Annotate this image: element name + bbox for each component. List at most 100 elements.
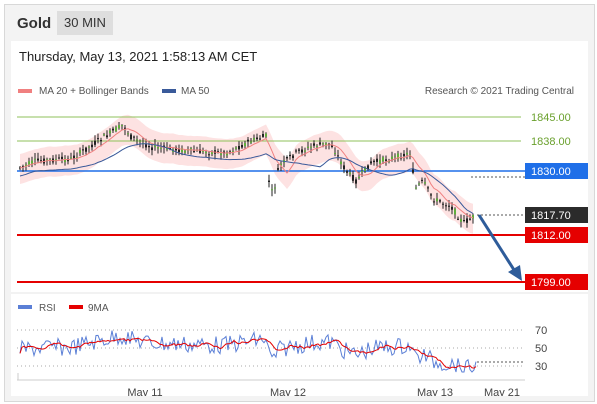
candle-body [88,146,90,148]
candle-body [184,150,186,153]
level-label-1830: 1830.00 [531,166,571,178]
candle-body [151,147,153,151]
candle-body [115,127,117,132]
candle-body [289,154,291,157]
candle-body [106,135,108,138]
candle-body [205,151,207,154]
candle-body [376,158,378,162]
level-label-1817: 1817.70 [531,210,571,222]
candle-body [133,136,135,138]
candle-body [298,149,300,151]
candle-body [193,150,195,152]
candle-body [25,164,27,166]
copyright-text: Research © 2021 Trading Central [425,86,574,97]
candlestick-series [19,122,474,228]
candle-body [238,146,240,150]
candle-body [310,146,312,148]
candle-body [397,153,399,160]
x-tick-may11: May 11 [127,387,162,396]
bollinger-band [20,114,473,234]
projection-arrow-shaft [477,214,518,274]
candle-body [364,167,366,172]
candle-body [445,205,447,207]
x-tick-may13: May 13 [417,387,453,396]
candle-body [136,139,138,141]
rsi-ma-legend-label: 9MA [88,303,109,314]
candle-body [403,153,405,157]
candle-body [394,155,396,157]
rsi-legend-label: RSI [39,303,56,314]
candle-body [346,171,348,173]
rsi-ma-legend-swatch [69,305,83,309]
ma50-line [19,143,474,214]
candle-body [268,180,270,182]
candle-body [358,176,360,179]
candle-body [337,155,339,157]
candle-body [301,149,303,153]
rsi-tick-30: 30 [535,361,547,373]
candle-body [94,140,96,145]
candle-body [334,153,336,154]
candle-body [274,187,276,189]
candle-body [169,147,171,150]
level-label-1812: 1812.00 [531,230,571,242]
candle-body [406,152,408,155]
candle-body [259,138,261,140]
candle-body [418,183,420,185]
candle-body [28,161,30,165]
candle-body [235,147,237,149]
level-label-1838: 1838.00 [531,136,571,148]
candle-body [463,220,465,221]
rsi-ma-line [19,337,477,369]
candle-body [175,147,177,151]
candle-body [76,157,78,159]
ma20-line [19,128,474,219]
candle-body [208,154,210,156]
candle-body [58,157,60,159]
candle-body [460,218,462,222]
candle-body [451,206,453,210]
candle-body [202,150,204,152]
candle-body [232,151,234,153]
candle-body [439,200,441,202]
candle-body [79,150,81,154]
candle-body [37,158,39,161]
candle-body [178,148,180,153]
candle-body [355,179,357,184]
candle-body [295,150,297,152]
ma20-legend-swatch [18,89,32,93]
candle-body [181,148,183,153]
rsi-legend-swatch [18,305,32,309]
candle-body [112,128,114,131]
candle-body [436,198,438,202]
candle-body [415,187,417,189]
candle-body [322,143,324,145]
candle-body [382,157,384,162]
timeframe-tab[interactable]: 30 MIN [57,11,113,35]
candle-body [85,147,87,152]
candle-body [352,175,354,181]
candle-body [307,146,309,148]
candle-body [121,125,123,127]
candle-body [49,159,51,161]
candle-body [61,156,63,159]
candle-body [46,159,48,161]
candle-body [304,150,306,152]
candle-body [253,137,255,140]
candle-body [391,156,393,159]
candle-body [55,159,57,161]
candle-body [433,201,435,203]
chart-widget: Gold 30 MIN Thursday, May 13, 2021 1:58:… [4,4,595,402]
candle-body [199,149,201,153]
candle-body [262,134,264,137]
candle-body [313,143,315,146]
level-box-1799 [525,274,588,290]
candle-body [466,218,468,223]
candle-body [127,133,129,135]
candle-body [40,160,42,162]
candle-body [250,141,252,143]
x-tick-may21: May 21 [484,387,520,396]
candle-body [220,153,222,156]
candle-body [343,165,345,170]
widget-header: Gold 30 MIN [5,5,594,41]
